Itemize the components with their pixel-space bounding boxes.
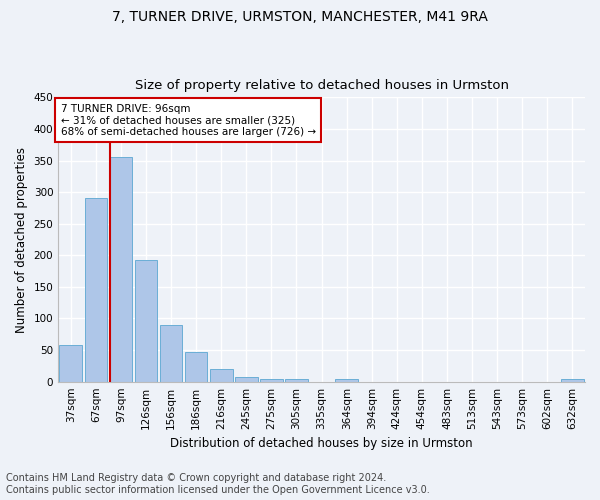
Bar xyxy=(235,376,257,382)
Bar xyxy=(185,352,208,382)
Text: 7, TURNER DRIVE, URMSTON, MANCHESTER, M41 9RA: 7, TURNER DRIVE, URMSTON, MANCHESTER, M4… xyxy=(112,10,488,24)
Bar xyxy=(335,379,358,382)
X-axis label: Distribution of detached houses by size in Urmston: Distribution of detached houses by size … xyxy=(170,437,473,450)
Y-axis label: Number of detached properties: Number of detached properties xyxy=(15,146,28,332)
Bar xyxy=(561,378,584,382)
Bar xyxy=(285,378,308,382)
Title: Size of property relative to detached houses in Urmston: Size of property relative to detached ho… xyxy=(134,79,509,92)
Bar xyxy=(134,260,157,382)
Bar xyxy=(59,345,82,382)
Text: Contains HM Land Registry data © Crown copyright and database right 2024.
Contai: Contains HM Land Registry data © Crown c… xyxy=(6,474,430,495)
Bar xyxy=(260,378,283,382)
Text: 7 TURNER DRIVE: 96sqm
← 31% of detached houses are smaller (325)
68% of semi-det: 7 TURNER DRIVE: 96sqm ← 31% of detached … xyxy=(61,104,316,137)
Bar xyxy=(110,158,132,382)
Bar xyxy=(85,198,107,382)
Bar xyxy=(160,325,182,382)
Bar xyxy=(210,369,233,382)
